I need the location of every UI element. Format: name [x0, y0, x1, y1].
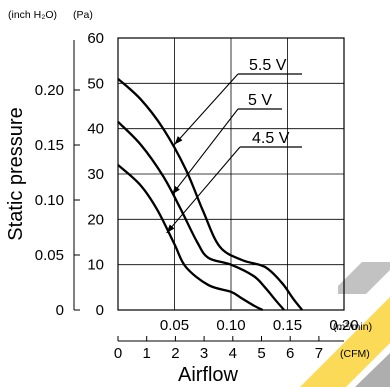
- annotation-arrowhead: [166, 224, 175, 233]
- x-tick-label-cfm: 3: [200, 345, 208, 362]
- watermark-stripe-gray-upper: [338, 262, 390, 294]
- x-tick-label-cfm: 4: [229, 345, 237, 362]
- x-tick-label-m3min: 0.05: [160, 317, 189, 334]
- annotation-label-4-5v: 4.5 V: [252, 130, 290, 147]
- y-unit-primary-label: (Pa): [73, 9, 93, 21]
- x-tick-label-m3min: 0.10: [216, 317, 245, 334]
- watermark-stripe-yellow: [300, 297, 390, 387]
- y-tick-label-inh2o: 0.10: [35, 192, 64, 209]
- x-unit-secondary-label: (CFM): [340, 348, 370, 360]
- chart-grid: [118, 38, 344, 310]
- annotation-label-5v: 5 V: [248, 92, 272, 109]
- y-tick-label-pa: 10: [87, 257, 104, 274]
- annotation-leader: [171, 108, 239, 195]
- y-tick-label-pa: 40: [87, 121, 104, 138]
- y-tick-label-pa: 20: [87, 211, 104, 228]
- y-axis-title: Static pressure: [5, 107, 27, 240]
- x-tick-label-cfm: 0: [114, 345, 122, 362]
- annotation-leader: [166, 146, 241, 234]
- y-tick-label-inh2o: 0.05: [35, 247, 64, 264]
- voltage-annotations: 5.5 V 5 V 4.5 V: [166, 57, 302, 234]
- curves: [117, 77, 304, 312]
- y-tick-label-pa: 50: [87, 75, 104, 92]
- annotation-leader: [174, 73, 239, 145]
- x-tick-label-cfm: 6: [286, 345, 294, 362]
- x-axis-title: Airflow: [178, 364, 239, 386]
- axis-ticks: [73, 40, 344, 342]
- curve-5-5v: [117, 77, 304, 311]
- annotation-label-5-5v: 5.5 V: [249, 57, 287, 74]
- y-tick-label-pa: 0: [96, 302, 104, 319]
- annotation-arrowhead: [172, 185, 180, 195]
- x-tick-label-cfm: 7: [315, 345, 323, 362]
- y-tick-label-pa: 60: [87, 30, 104, 47]
- watermark-stripes: [300, 262, 390, 387]
- y-tick-label-inh2o: 0.20: [35, 82, 64, 99]
- plot-frame: [117, 37, 345, 311]
- x-tick-label-cfm: 1: [143, 345, 151, 362]
- x-tick-label-cfm: 5: [257, 345, 265, 362]
- annotation-arrowhead: [174, 136, 183, 145]
- y-tick-label-inh2o: 0: [56, 302, 64, 319]
- y-unit-secondary-label: (inch H₂O): [8, 9, 57, 21]
- x-tick-label-m3min: 0.20: [329, 317, 358, 334]
- x-unit-primary-label: (m³/min): [333, 321, 372, 333]
- x-tick-label-cfm: 2: [171, 345, 179, 362]
- watermark-stripe-gray: [355, 353, 390, 387]
- y-tick-label-inh2o: 0.15: [35, 137, 64, 154]
- curve-4-5v: [117, 164, 264, 312]
- curve-5v: [117, 121, 285, 311]
- y-tick-label-pa: 30: [87, 166, 104, 183]
- x-tick-label-m3min: 0.15: [273, 317, 302, 334]
